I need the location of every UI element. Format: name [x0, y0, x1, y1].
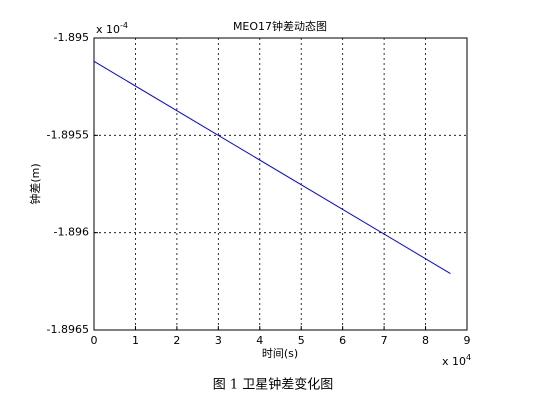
x-multiplier: x 104: [442, 353, 471, 369]
x-tick-label: 7: [381, 334, 388, 347]
x-tick-label: 6: [339, 334, 346, 347]
y-tick-label: -1.8955: [47, 128, 89, 141]
x-tick-label: 5: [298, 334, 305, 347]
x-tick-label: 3: [215, 334, 222, 347]
y-tick-label: -1.896: [54, 226, 89, 239]
x-tick-label: 2: [173, 334, 180, 347]
caption: 图 1 卫星钟差变化图: [213, 377, 334, 393]
y-tick-label: -1.895: [54, 31, 89, 44]
data-line: [93, 60, 451, 274]
x-tick-label: 0: [91, 334, 98, 347]
y-axis-label: 钟差(m): [28, 163, 42, 204]
y-multiplier: x 10-4: [96, 21, 128, 37]
chart-title: MEO17钟差动态图: [233, 19, 327, 33]
plot-area: [93, 37, 468, 331]
x-tick-label: 1: [132, 334, 139, 347]
x-tick-label: 4: [256, 334, 263, 347]
y-tick-label: -1.8965: [47, 323, 89, 336]
x-axis-label: 时间(s): [262, 347, 298, 360]
x-tick-label: 9: [464, 334, 471, 347]
x-tick-label: 8: [422, 334, 429, 347]
